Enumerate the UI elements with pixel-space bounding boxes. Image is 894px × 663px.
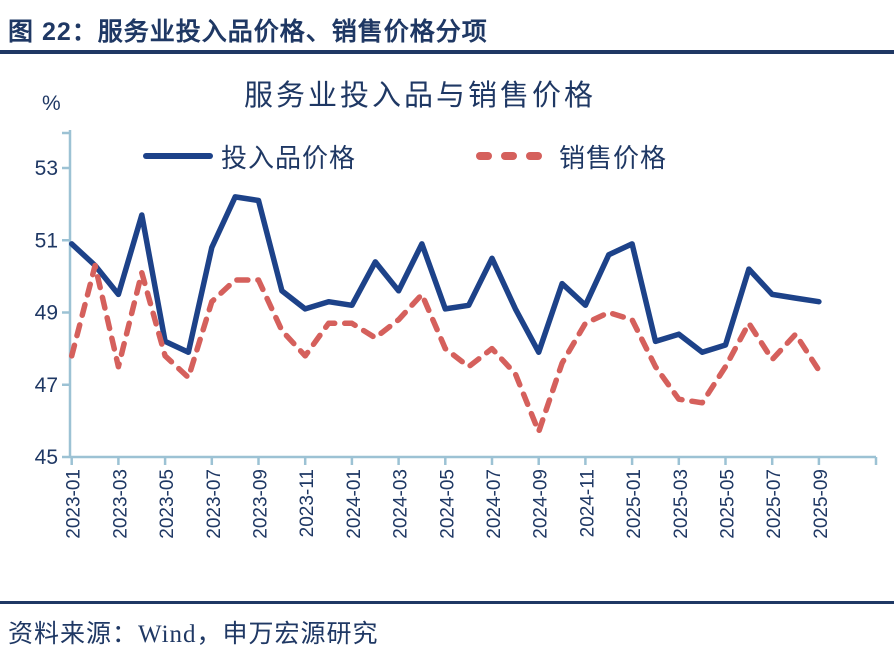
y-tick-label: 45: [35, 446, 58, 469]
y-tick-label: 53: [35, 157, 58, 180]
series-input-price-line: [68, 194, 822, 355]
legend-item-input-price: 投入品价格: [143, 141, 356, 173]
x-tick-label: 2024-11: [577, 469, 598, 537]
x-tick-label: 2023-11: [297, 469, 318, 537]
x-tick-label: 2025-03: [671, 469, 692, 539]
x-tick-label: 2025-07: [764, 469, 785, 539]
legend-item-selling-price: 销售价格: [476, 141, 667, 173]
figure-caption: 图 22：服务业投入品价格、销售价格分项: [8, 18, 488, 46]
series-selling-price-line: [68, 262, 822, 435]
x-tick-label: 2023-01: [64, 469, 85, 539]
x-tick-label: 2025-09: [811, 469, 832, 539]
x-tick-label: 2025-01: [624, 469, 645, 539]
y-tick-label: 51: [35, 229, 58, 252]
x-tick-label: 2025-05: [718, 469, 739, 539]
legend-label-input-price: 投入品价格: [221, 142, 357, 173]
x-tick-label: 2023-03: [110, 469, 131, 539]
data-source-note: 资料来源：Wind，申万宏源研究: [8, 621, 379, 648]
x-tick-label: 2024-07: [484, 469, 505, 539]
chart-title: 服务业投入品与销售价格: [243, 80, 596, 112]
y-tick-label: 47: [35, 374, 58, 397]
header-divider: [0, 50, 894, 54]
x-tick-label: 2023-07: [204, 469, 225, 539]
x-tick-label: 2023-09: [251, 469, 272, 539]
axes: [62, 130, 878, 465]
y-axis-unit-label: %: [42, 92, 61, 115]
x-tick-label: 2023-05: [157, 469, 178, 539]
footer-divider: [0, 601, 894, 604]
x-tick-label: 2024-09: [531, 469, 552, 539]
legend-label-selling-price: 销售价格: [559, 142, 668, 173]
solid-line-swatch-icon: [143, 153, 213, 159]
x-tick-label: 2024-05: [437, 469, 458, 539]
chart-legend: 投入品价格 销售价格: [0, 141, 894, 173]
x-tick-label: 2024-01: [344, 469, 365, 539]
y-tick-label: 49: [35, 302, 58, 325]
axis-tick-labels: 45 47 49 51 53 2023-01 2023-03 2023-05 2023-07 20…: [35, 157, 832, 539]
dashed-line-swatch-icon: [476, 147, 551, 165]
x-tick-label: 2024-03: [391, 469, 412, 539]
